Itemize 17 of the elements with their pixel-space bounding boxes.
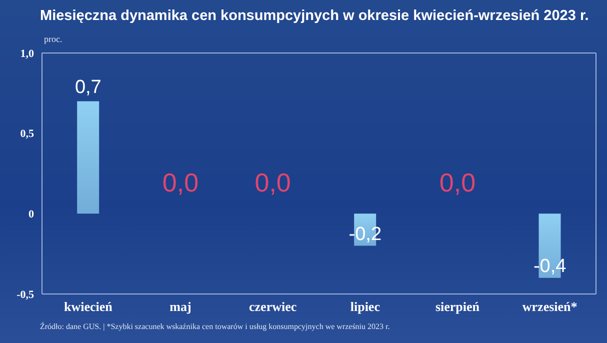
- x-tick-label: maj: [170, 299, 192, 314]
- chart-title: Miesięczna dynamika cen konsumpcyjnych w okresie kwiecień-wrzesień 2023 r.: [40, 8, 589, 24]
- y-tick-label: 0,5: [20, 128, 34, 140]
- data-label: 0,7: [74, 77, 102, 98]
- x-tick-label: kwiecień: [64, 299, 114, 314]
- text: Źródło: dane GUS. | *Szybki szacunek wskaźnika cen towarów i usług konsumpcyjnych we wrześniu 2023 r.: [40, 322, 390, 331]
- x-tick-label: sierpień: [435, 299, 480, 314]
- data-label: 0,0: [439, 168, 476, 198]
- y-axis-title: proc.: [44, 34, 62, 44]
- y-tick-label: 0: [28, 208, 34, 221]
- y-tick-label: 1,0: [20, 48, 34, 60]
- data-label: 0,0: [254, 168, 291, 198]
- x-tick-label: lipiec: [350, 299, 380, 314]
- x-tick-label: wrzesień*: [522, 299, 578, 314]
- data-label: 0,0: [162, 168, 199, 198]
- y-tick-label: -0,5: [16, 288, 34, 301]
- x-tick-label: czerwiec: [249, 299, 297, 314]
